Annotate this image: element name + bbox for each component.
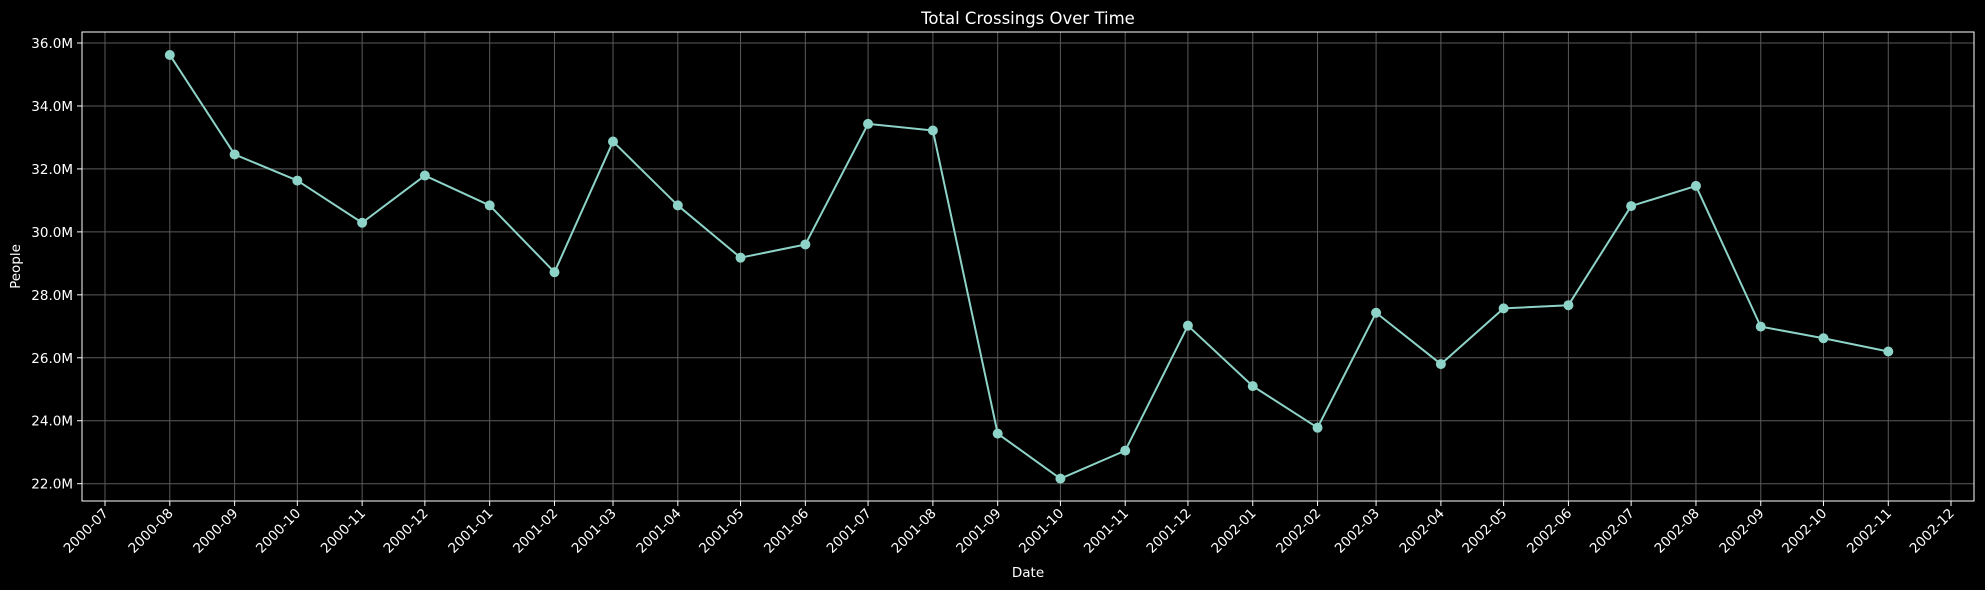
chart-title: Total Crossings Over Time <box>920 9 1135 28</box>
y-tick-label: 24.0M <box>31 414 73 430</box>
data-point <box>1312 422 1323 433</box>
y-tick-label: 26.0M <box>31 351 73 367</box>
data-point <box>1626 201 1637 212</box>
data-point <box>672 200 683 211</box>
data-point <box>608 136 619 147</box>
data-point <box>1818 333 1829 344</box>
data-point <box>1055 473 1066 484</box>
y-tick-label: 30.0M <box>31 225 73 241</box>
series-line <box>168 54 1889 480</box>
data-point <box>484 200 495 211</box>
data-point <box>419 170 430 181</box>
data-point <box>992 428 1003 439</box>
data-point <box>1563 300 1574 311</box>
data-point <box>1498 303 1509 314</box>
series-layer <box>164 49 1894 484</box>
y-tick-label: 28.0M <box>31 288 73 304</box>
data-point <box>1435 359 1446 370</box>
y-tick-label: 32.0M <box>31 162 73 178</box>
y-axis-label: People <box>8 244 24 289</box>
data-point <box>735 252 746 263</box>
data-point <box>1182 320 1193 331</box>
data-point <box>1690 180 1701 191</box>
y-axis: 22.0M 24.0M 26.0M 28.0M 30.0M 32.0M 34.0M 36.0M <box>31 36 82 493</box>
data-point <box>357 217 368 228</box>
data-point <box>229 149 240 160</box>
data-point <box>549 267 560 278</box>
data-point <box>927 125 938 136</box>
data-point <box>1755 321 1766 332</box>
data-point <box>164 49 175 60</box>
data-point <box>1247 381 1258 392</box>
x-axis-label: Date <box>1012 565 1044 581</box>
data-point <box>292 175 303 186</box>
data-point <box>1371 307 1382 318</box>
y-tick-label: 22.0M <box>31 477 73 493</box>
plot-frame <box>81 31 1975 502</box>
grid <box>82 32 1974 501</box>
data-point <box>1120 445 1131 456</box>
data-point <box>800 239 811 250</box>
data-point <box>1883 346 1894 357</box>
data-point <box>863 118 874 129</box>
y-tick-label: 36.0M <box>31 36 73 52</box>
y-tick-label: 34.0M <box>31 99 73 115</box>
